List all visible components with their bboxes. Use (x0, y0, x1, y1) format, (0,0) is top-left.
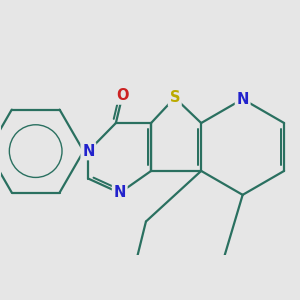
Text: N: N (82, 144, 94, 159)
Text: O: O (116, 88, 129, 103)
Text: S: S (169, 90, 180, 105)
Text: N: N (113, 185, 126, 200)
Text: N: N (236, 92, 249, 106)
